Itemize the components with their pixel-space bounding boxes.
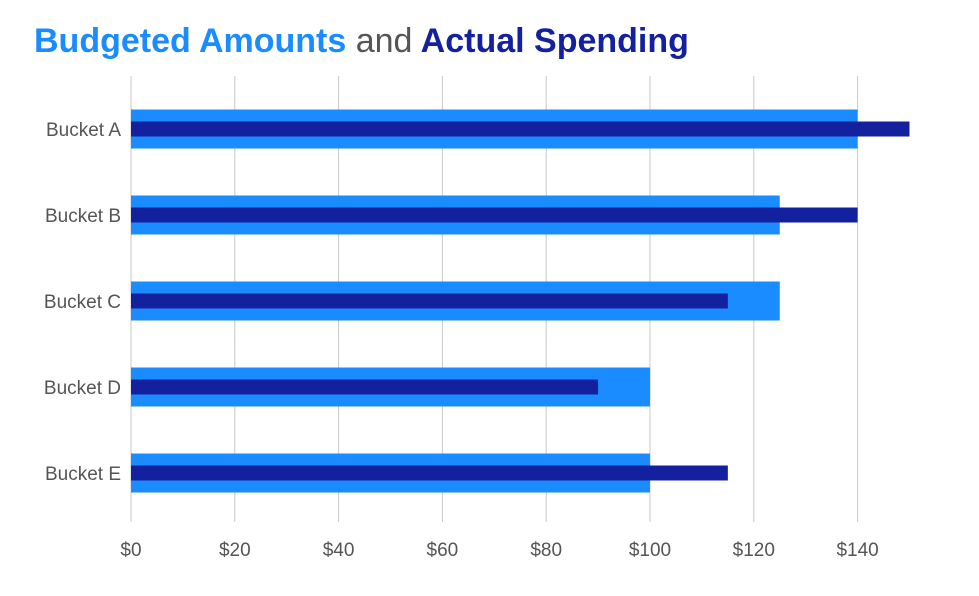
x-tick-label: $140 [836,540,878,561]
bars [131,109,910,493]
actual-bar [131,379,599,395]
category-labels: Bucket A Bucket B Bucket C Bucket D Bucket E [44,120,121,485]
category-label: Bucket C [44,292,121,313]
category-label: Bucket B [45,206,121,227]
category-label: Bucket D [44,378,121,399]
actual-bar [131,207,858,223]
title-budgeted: Budgeted Amounts [34,22,347,60]
actual-bar [131,465,728,481]
x-tick-label: $0 [120,540,141,561]
x-tick-labels: $0 $20 $40 $60 $80 $100 $120 $140 [120,540,878,561]
title-and: and [355,22,413,60]
chart-title: Budgeted Amounts and Actual Spending [34,22,689,61]
category-label: Bucket E [45,464,121,485]
actual-bar [131,293,728,309]
x-tick-label: $60 [427,540,459,561]
x-tick-label: $40 [323,540,355,561]
actual-bar [131,121,910,137]
x-tick-label: $100 [629,540,671,561]
x-tick-label: $20 [219,540,251,561]
x-tick-label: $80 [530,540,562,561]
category-label: Bucket A [46,120,121,141]
x-tick-label: $120 [733,540,775,561]
title-actual: Actual Spending [420,22,689,60]
